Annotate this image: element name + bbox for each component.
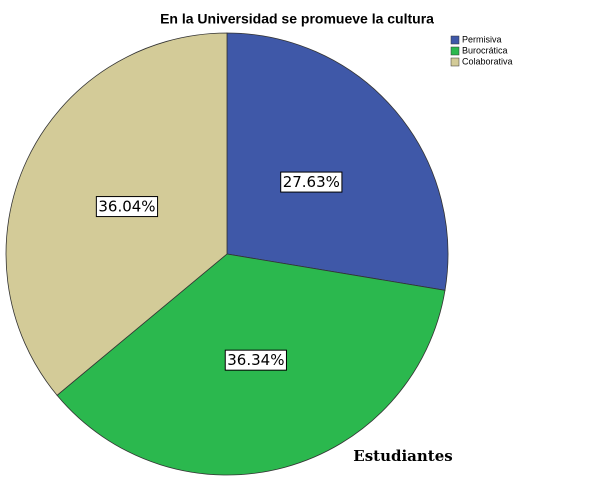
value-label-box bbox=[224, 349, 287, 371]
legend-label: Burocrática bbox=[462, 45, 508, 55]
value-label: 36.04% bbox=[98, 198, 155, 216]
annotation: Estudiantes bbox=[353, 447, 452, 465]
legend-label: Permisiva bbox=[462, 34, 502, 44]
chart-title: En la Universidad se promueve la cultura bbox=[160, 11, 434, 27]
pie-slice bbox=[226, 32, 449, 291]
value-label-box bbox=[95, 196, 159, 218]
legend-swatch bbox=[450, 57, 460, 67]
value-label: 36.34% bbox=[227, 351, 284, 369]
value-label-box bbox=[280, 171, 343, 193]
legend-swatch bbox=[450, 35, 460, 45]
legend-label: Colaborativa bbox=[462, 56, 513, 66]
value-label: 27.63% bbox=[283, 173, 340, 191]
legend-swatch bbox=[450, 46, 460, 56]
